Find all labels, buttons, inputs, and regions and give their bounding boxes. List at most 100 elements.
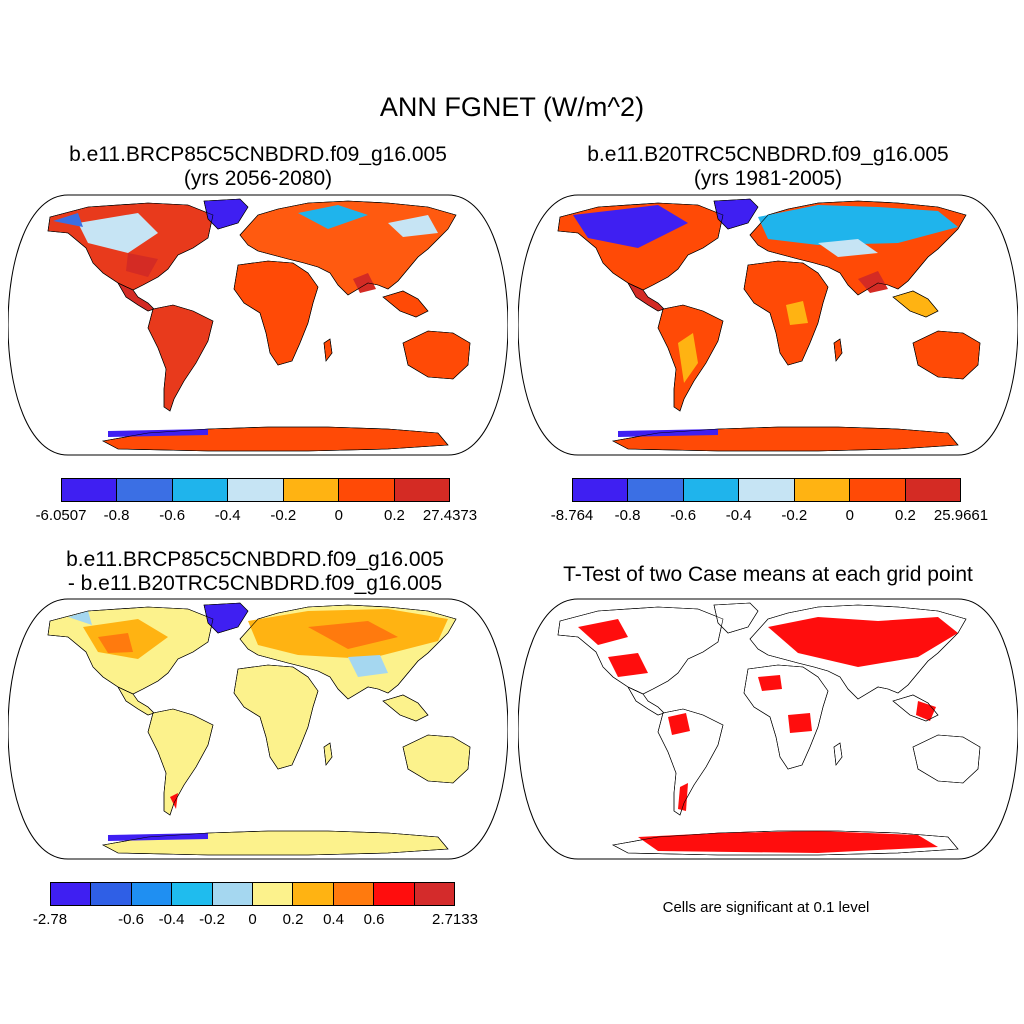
colorbar-swatch [333, 883, 375, 905]
colorbar-swatch [172, 883, 213, 905]
field-region [170, 793, 178, 809]
coastline [912, 734, 981, 784]
colorbar-tick-label: -0.4 [725, 507, 752, 524]
colorbar-swatch [850, 479, 906, 501]
colorbar-tick-label: -8.764 [550, 507, 594, 524]
colorbar-swatch [253, 883, 294, 905]
field-region [578, 619, 628, 645]
coastline [713, 602, 759, 634]
coastline [382, 694, 429, 722]
colorbar-tick-label: 0.2 [383, 507, 405, 524]
coastline [892, 290, 939, 318]
coastline [47, 606, 214, 695]
panel2-title-line1: b.e11.B20TRC5CNBDRD.f09_g16.005 [587, 143, 949, 166]
map-border [8, 194, 508, 456]
panel2-title: b.e11.B20TRC5CNBDRD.f09_g16.005 (yrs 198… [518, 143, 1018, 191]
coastline [743, 664, 829, 770]
colorbar-tick-label: -0.6 [670, 507, 697, 524]
colorbar-swatch [62, 479, 118, 501]
coastline [402, 330, 471, 380]
coastline [612, 426, 959, 452]
coastline [402, 734, 471, 784]
field-region [308, 621, 398, 649]
coastline [233, 260, 319, 366]
colorbar-swatch [91, 883, 132, 905]
coastline [102, 830, 449, 856]
colorbar-tick-label: 0 [334, 507, 344, 524]
field-region [98, 633, 133, 653]
field-region [573, 205, 688, 248]
coastline [612, 830, 959, 856]
coastline [239, 200, 457, 296]
field-region [388, 215, 438, 237]
colorbar-tick-label: -0.4 [158, 911, 185, 928]
map-panel-1 [8, 194, 508, 456]
colorbar-tick-label: -2.78 [32, 911, 68, 928]
colorbar-panel-1 [61, 478, 450, 502]
field-region [353, 273, 376, 293]
field-region [678, 333, 698, 383]
colorbar-tick-label: 0.2 [894, 507, 916, 524]
panel4-title: T-Test of two Case means at each grid po… [518, 563, 1018, 587]
continent-samerica [147, 304, 214, 412]
field-region [788, 713, 812, 733]
coastline [382, 290, 429, 318]
panel3-title-line2: - b.e11.B20TRC5CNBDRD.f09_g16.005 [67, 572, 443, 595]
colorbar-swatch [228, 479, 284, 501]
colorbar-tick-label: 2.7133 [432, 911, 478, 928]
colorbar-swatch [339, 479, 395, 501]
coastline [203, 602, 249, 634]
field-region [768, 617, 958, 667]
colorbar-swatch [739, 479, 795, 501]
colorbar-tick-label: 0.6 [363, 911, 385, 928]
continent-samerica [147, 708, 214, 816]
field-region [68, 611, 92, 625]
continent-namerica [557, 606, 724, 695]
panel3-title: b.e11.BRCP85C5CNBDRD.f09_g16.005 - b.e11… [5, 548, 505, 596]
coastline [657, 304, 724, 412]
field-region [818, 239, 878, 257]
coastline [147, 304, 214, 412]
panel1-title-line1: b.e11.BRCP85C5CNBDRD.f09_g16.005 [69, 143, 447, 166]
colorbar-tick-label: 25.9661 [933, 507, 989, 524]
map-border [518, 194, 1018, 456]
colorbar-swatch [51, 883, 92, 905]
colorbar-swatch [683, 479, 740, 501]
colorbar-swatch [283, 479, 340, 501]
colorbar-tick-label: -0.2 [781, 507, 808, 524]
colorbar-swatch [794, 479, 851, 501]
colorbar-labels-panel-3: -2.78 -0.6 -0.4 -0.2 0 0.2 0.4 0.6 2.7133 [33, 911, 478, 931]
colorbar-panel-2 [572, 478, 961, 502]
colorbar-swatch [374, 883, 415, 905]
coastline [323, 338, 333, 362]
field-region [126, 253, 158, 277]
colorbar-swatch [905, 479, 960, 501]
colorbar-tick-label: -0.8 [614, 507, 641, 524]
colorbar-tick-label: 0.2 [282, 911, 304, 928]
colorbar-tick-label: 27.4373 [422, 507, 478, 524]
coastline [239, 604, 457, 700]
field-region [608, 653, 648, 677]
coastline [833, 338, 843, 362]
coastline [323, 742, 333, 766]
figure-title: ANN FGNET (W/m^2) [379, 92, 645, 122]
map-panel-3 [8, 598, 508, 860]
coastline [749, 604, 967, 700]
field-region [618, 429, 718, 437]
colorbar-swatch [414, 883, 455, 905]
significance-note: Cells are significant at 0.1 level [662, 899, 870, 916]
field-region [298, 205, 368, 229]
map-border [8, 598, 508, 860]
continent-africa [743, 260, 829, 366]
colorbar-tick-label: -0.6 [159, 507, 186, 524]
map-panel-4 [518, 598, 1018, 860]
coastline [892, 694, 939, 722]
coastline [557, 606, 724, 695]
colorbar-tick-label: -0.6 [118, 911, 144, 928]
coastline [743, 260, 829, 366]
field-region [53, 213, 83, 227]
colorbar-tick-label: -6.0507 [35, 507, 87, 524]
colorbar-swatch [172, 479, 229, 501]
colorbar-swatch [117, 479, 173, 501]
coastline [203, 198, 249, 230]
